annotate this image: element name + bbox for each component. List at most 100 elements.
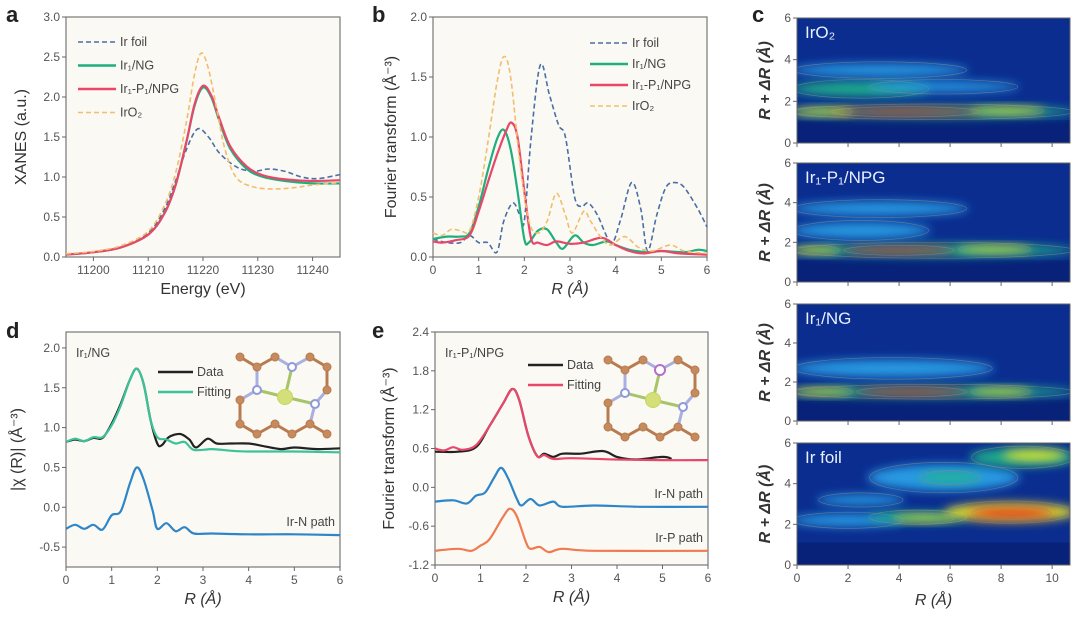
x-tick-label: 11240 xyxy=(296,263,329,277)
carbon-atom xyxy=(603,355,613,365)
y-axis-title: |χ (R)| (Å⁻³) xyxy=(7,408,26,491)
contour-line xyxy=(797,244,840,256)
y-tick-label: 0.0 xyxy=(412,480,429,494)
y-tick-label: 0 xyxy=(784,136,791,150)
contour-map-0: IrO₂ 0 2 4 6 R + ΔR (Å) xyxy=(755,11,1071,150)
y-tick-label: 6 xyxy=(784,11,791,25)
panel-letter-b: b xyxy=(372,2,385,27)
series-line-ir-p-npg xyxy=(65,84,341,256)
nitrogen-atom xyxy=(310,399,320,409)
carbon-atom xyxy=(252,429,262,439)
path-label: Ir-N path xyxy=(286,515,335,529)
panel-letter-d: d xyxy=(6,318,19,343)
contour-line xyxy=(958,243,1031,255)
iridium-atom-fill xyxy=(278,390,292,404)
contour-line xyxy=(797,386,853,398)
chart-panel-c: IrO₂ 0 2 4 6 R + ΔR (Å) Ir₁-P₁/NPG 0 2 4 6 R + ΔR (… xyxy=(755,11,1071,609)
carbon-atom xyxy=(638,355,648,365)
x-tick-label: 0 xyxy=(794,571,801,585)
x-tick-label: 4 xyxy=(612,263,619,277)
legend-label: Fitting xyxy=(197,385,231,399)
sample-label: Ir₁-P₁/NPG xyxy=(445,346,504,360)
contour-line xyxy=(797,241,1070,259)
panel-letter-c: c xyxy=(752,2,764,27)
carbon-atom xyxy=(322,429,332,439)
y-tick-label: 4 xyxy=(784,336,791,350)
x-tick-label: 11230 xyxy=(242,263,275,277)
heatmap-feature xyxy=(956,246,1033,253)
legend-item: Fitting xyxy=(158,385,231,399)
heatmap-feature xyxy=(867,81,1020,92)
heatmap-title: Ir₁-P₁/NPG xyxy=(805,168,885,187)
legend-label: Fitting xyxy=(567,378,601,392)
y-tick-label: -0.5 xyxy=(39,540,60,554)
carbon-atom xyxy=(235,395,245,405)
heatmap-low-band xyxy=(797,120,1070,143)
series-line-fitting xyxy=(65,367,341,454)
y-axis-title: R + ΔR (Å) xyxy=(755,323,774,402)
y-tick-label: 2.5 xyxy=(43,50,60,64)
legend-item: Ir₁/NG xyxy=(78,59,154,73)
series-line-ir-foil xyxy=(432,63,708,254)
y-tick-label: 6 xyxy=(784,156,791,170)
heatmap-feature xyxy=(797,201,969,216)
heatmap-feature xyxy=(854,388,969,395)
legend-label: Ir foil xyxy=(632,36,659,50)
heatmap-feature xyxy=(969,508,1054,518)
carbon-atom xyxy=(603,398,613,408)
phosphorus-atom xyxy=(654,364,666,376)
y-tick-label: 2.4 xyxy=(412,325,429,339)
y-tick-label: 2 xyxy=(784,375,791,389)
nitrogen-atom xyxy=(620,388,630,398)
contour-map-1: Ir₁-P₁/NPG 0 2 4 6 R + ΔR (Å) xyxy=(755,156,1071,289)
legend-item: Ir foil xyxy=(78,35,147,49)
x-tick-label: 11220 xyxy=(187,263,220,277)
legend-label: Data xyxy=(197,365,223,379)
x-axis-title: R (Å) xyxy=(184,589,221,608)
heatmap-title: Ir₁/NG xyxy=(805,309,851,328)
contour-line xyxy=(971,105,1044,117)
carbon-atom xyxy=(322,385,332,395)
heatmap-feature xyxy=(797,359,995,378)
x-axis-title: Energy (eV) xyxy=(160,281,245,298)
contour-line xyxy=(797,61,968,79)
legend-item: Fitting xyxy=(528,378,601,392)
y-tick-label: 2.0 xyxy=(410,10,427,24)
carbon-atom xyxy=(235,419,245,429)
legend-item: IrO₂ xyxy=(590,99,654,113)
x-tick-label: 6 xyxy=(705,571,712,585)
y-tick-label: 1.0 xyxy=(43,421,60,435)
y-tick-label: 0.5 xyxy=(43,460,60,474)
heatmap-low-band xyxy=(797,542,1070,565)
x-tick-label: 0 xyxy=(63,573,70,587)
x-tick-label: 5 xyxy=(291,573,298,587)
x-axis-title: R (Å) xyxy=(551,279,588,298)
contour-line xyxy=(920,470,980,486)
x-tick-label: 1 xyxy=(108,573,115,587)
y-tick-label: -0.6 xyxy=(408,519,429,533)
carbon-atom xyxy=(287,429,297,439)
ir1-ng-structure-inset xyxy=(235,352,332,439)
contour-line xyxy=(869,79,1019,95)
heatmap-feature xyxy=(842,247,957,254)
x-tick-label: 8 xyxy=(998,571,1005,585)
carbon-atom xyxy=(690,388,700,398)
contour-line xyxy=(856,386,968,398)
y-tick-label: 1.0 xyxy=(43,170,60,184)
y-tick-label: 2 xyxy=(784,517,791,531)
series-line-ir-n-path xyxy=(434,466,709,509)
heatmap-feature xyxy=(918,472,982,483)
iridium-atom-fill xyxy=(646,393,660,407)
carbon-atom xyxy=(620,432,630,442)
carbon-atom xyxy=(305,419,315,429)
contour-line xyxy=(797,199,968,218)
legend-item: Ir foil xyxy=(590,36,659,50)
y-axis-title: Fourier transform (Å⁻³) xyxy=(381,56,400,218)
y-tick-label: 2 xyxy=(784,235,791,249)
y-tick-label: 1.0 xyxy=(410,130,427,144)
legend-item: Ir₁-P₁/NPG xyxy=(590,78,691,92)
x-tick-label: 6 xyxy=(704,263,711,277)
y-tick-label: -1.2 xyxy=(408,558,429,572)
contour-line xyxy=(894,512,955,524)
